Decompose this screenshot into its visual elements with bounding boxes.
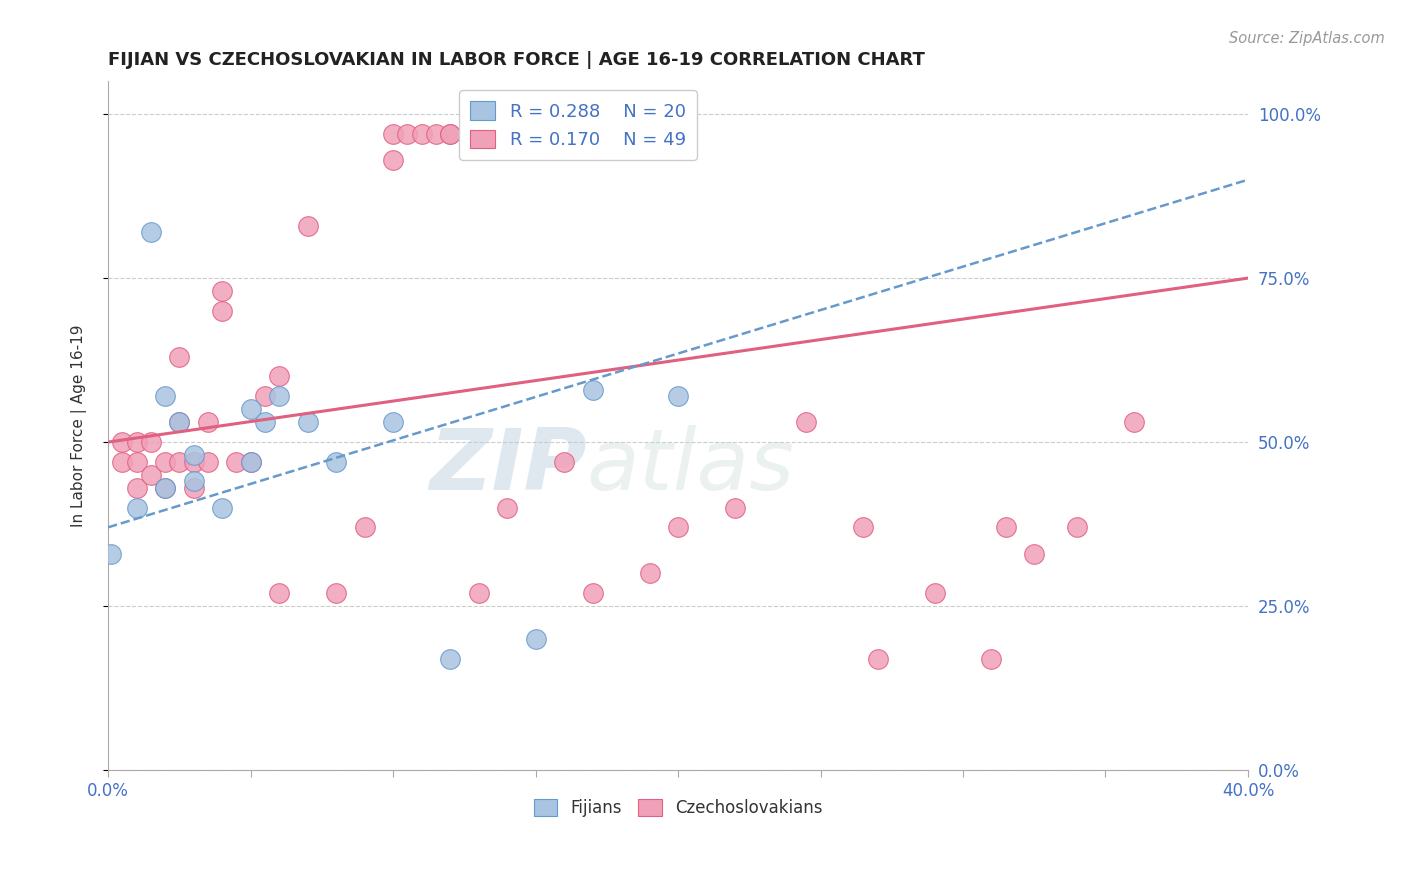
Point <box>382 127 405 141</box>
Point <box>852 520 875 534</box>
Text: atlas: atlas <box>586 425 794 508</box>
Point <box>225 455 247 469</box>
Point <box>666 520 689 534</box>
Point <box>253 389 276 403</box>
Point <box>496 500 519 515</box>
Y-axis label: In Labor Force | Age 16-19: In Labor Force | Age 16-19 <box>72 325 87 527</box>
Point <box>267 369 290 384</box>
Point <box>211 500 233 515</box>
Point <box>153 481 176 495</box>
Point <box>524 632 547 646</box>
Point <box>100 547 122 561</box>
Point <box>439 651 461 665</box>
Point <box>183 448 205 462</box>
Point <box>125 455 148 469</box>
Legend: Fijians, Czechoslovakians: Fijians, Czechoslovakians <box>527 792 830 823</box>
Point <box>439 127 461 141</box>
Point <box>125 500 148 515</box>
Point <box>211 284 233 298</box>
Point <box>125 435 148 450</box>
Point <box>581 383 603 397</box>
Point <box>553 455 575 469</box>
Point <box>353 520 375 534</box>
Point <box>325 455 347 469</box>
Point <box>794 416 817 430</box>
Point <box>980 651 1002 665</box>
Point <box>581 586 603 600</box>
Point <box>382 153 405 167</box>
Point <box>239 402 262 417</box>
Point <box>183 455 205 469</box>
Point <box>297 219 319 233</box>
Point <box>139 467 162 482</box>
Point <box>439 127 461 141</box>
Point <box>183 481 205 495</box>
Point <box>169 416 191 430</box>
Point <box>139 435 162 450</box>
Point <box>325 586 347 600</box>
Point <box>924 586 946 600</box>
Point <box>382 416 405 430</box>
Point <box>267 389 290 403</box>
Point <box>169 350 191 364</box>
Point <box>666 389 689 403</box>
Point <box>411 127 433 141</box>
Point <box>111 455 134 469</box>
Point <box>467 586 489 600</box>
Point <box>153 481 176 495</box>
Point <box>239 455 262 469</box>
Point <box>169 455 191 469</box>
Point <box>994 520 1017 534</box>
Point <box>425 127 447 141</box>
Point <box>183 475 205 489</box>
Point <box>253 416 276 430</box>
Point <box>239 455 262 469</box>
Point <box>197 455 219 469</box>
Point <box>1123 416 1146 430</box>
Point <box>111 435 134 450</box>
Point <box>169 416 191 430</box>
Point <box>139 225 162 239</box>
Point <box>638 566 661 581</box>
Text: Source: ZipAtlas.com: Source: ZipAtlas.com <box>1229 31 1385 46</box>
Text: FIJIAN VS CZECHOSLOVAKIAN IN LABOR FORCE | AGE 16-19 CORRELATION CHART: FIJIAN VS CZECHOSLOVAKIAN IN LABOR FORCE… <box>108 51 925 69</box>
Point <box>297 416 319 430</box>
Point <box>153 455 176 469</box>
Point <box>125 481 148 495</box>
Point <box>1066 520 1088 534</box>
Text: ZIP: ZIP <box>429 425 586 508</box>
Point <box>153 389 176 403</box>
Point <box>724 500 747 515</box>
Point <box>267 586 290 600</box>
Point <box>866 651 889 665</box>
Point <box>1024 547 1046 561</box>
Point <box>211 304 233 318</box>
Point <box>396 127 419 141</box>
Point <box>197 416 219 430</box>
